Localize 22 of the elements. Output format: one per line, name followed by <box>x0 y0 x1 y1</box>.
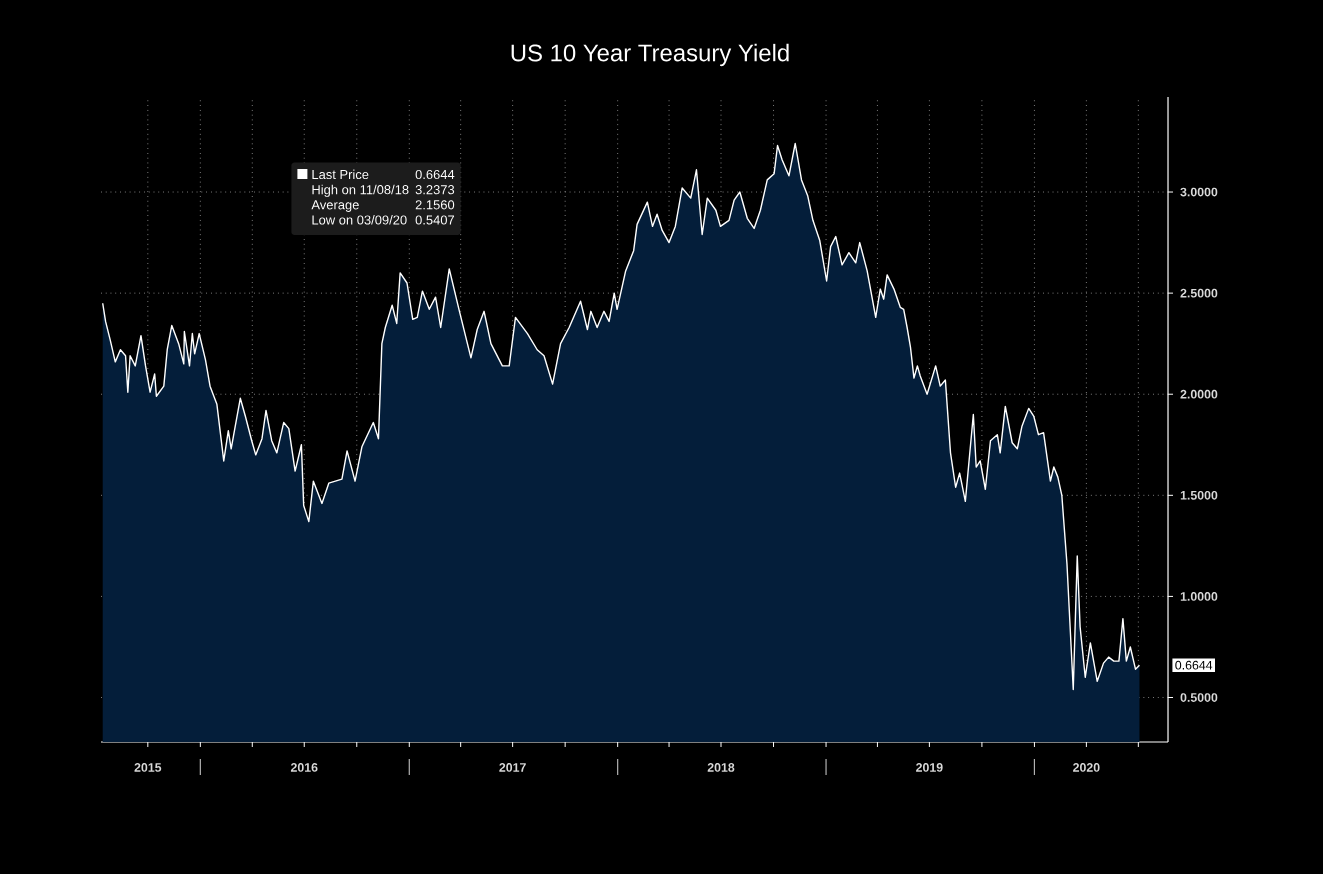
y-tick-label: 0.5000 <box>1180 693 1218 702</box>
y-tick-label: 1.0000 <box>1180 592 1218 601</box>
annotation: High on 11/08/18 <box>312 184 409 197</box>
annotation: Low on 03/09/20 <box>312 215 407 225</box>
y-tick-label: 1.5000 <box>1180 490 1218 500</box>
x-tick-label: 2016 <box>290 763 318 772</box>
legend-label: Last Price <box>312 169 369 180</box>
x-tick-label: 2015 <box>134 763 162 772</box>
x-tick-label: 2019 <box>916 763 943 772</box>
chart-title: US 10 Year Treasury Yield <box>511 43 789 67</box>
annotation: Average <box>311 200 359 212</box>
x-tick-label: 2020 <box>1073 763 1100 772</box>
x-tick-label: 2017 <box>499 763 526 772</box>
annotation: 2.1560 <box>415 200 455 210</box>
y-tick-label: 2.5000 <box>1180 288 1218 298</box>
annotation: 3.2373 <box>415 185 455 195</box>
x-tick-label: 2018 <box>707 763 735 772</box>
y-tick-label: 2.0000 <box>1180 389 1218 399</box>
annotation: 0.6644 <box>415 169 455 180</box>
text: 0.6644 <box>1175 660 1213 670</box>
y-tick-label: 3.0000 <box>1180 187 1218 197</box>
annotation: 0.5407 <box>415 215 455 225</box>
